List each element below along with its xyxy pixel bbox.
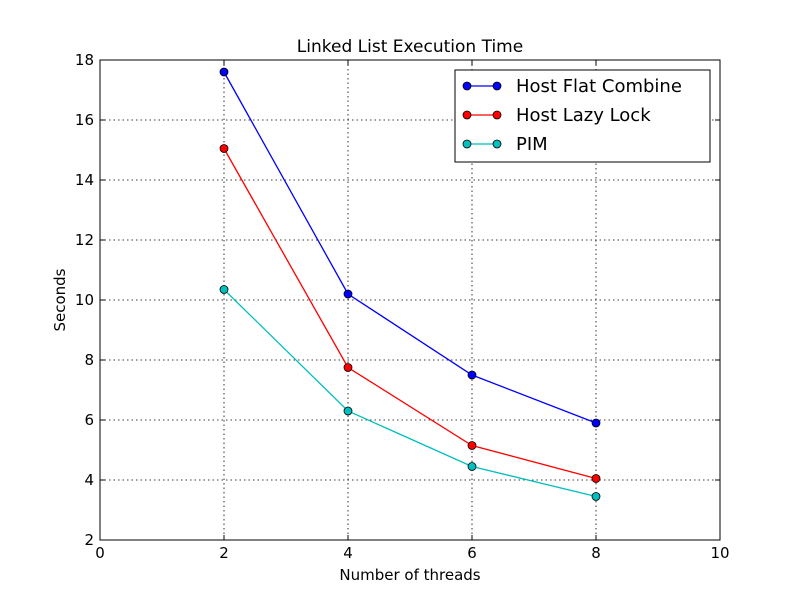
series-line	[223, 148, 597, 480]
data-point	[219, 144, 229, 153]
data-point	[467, 370, 477, 380]
x-tick-label: 0	[95, 544, 105, 562]
grid-lines	[100, 60, 720, 540]
data-point	[343, 289, 353, 299]
data-point	[591, 418, 601, 428]
series-layer	[219, 67, 601, 501]
legend-marker	[492, 81, 502, 91]
data-point	[591, 492, 601, 501]
legend-label: Host Flat Combine	[516, 76, 682, 97]
legend-marker	[492, 139, 502, 149]
x-tick-label: 10	[710, 544, 729, 562]
y-tick-label: 16	[75, 111, 94, 129]
chart-title: Linked List Execution Time	[297, 37, 523, 57]
data-point	[467, 441, 477, 450]
x-tick-label: 8	[591, 544, 601, 562]
y-tick-label: 12	[75, 231, 94, 249]
data-point	[343, 406, 353, 416]
x-tick-label: 2	[219, 544, 229, 562]
series-line	[223, 71, 597, 424]
legend-marker	[462, 81, 472, 91]
x-tick-label: 6	[467, 544, 477, 562]
x-tick-label: 4	[343, 544, 353, 562]
legend-marker	[462, 139, 472, 149]
data-point	[467, 462, 477, 471]
series-line	[223, 289, 597, 498]
legend-marker	[492, 110, 502, 120]
x-axis-label: Number of threads	[339, 566, 480, 584]
y-tick-label: 6	[84, 411, 94, 429]
y-tick-label: 18	[75, 51, 94, 69]
y-tick-label: 10	[75, 291, 94, 309]
data-point	[591, 474, 601, 483]
legend-label: PIM	[516, 134, 548, 155]
y-axis-label: Seconds	[51, 268, 69, 331]
y-tick-label: 14	[75, 171, 94, 189]
data-point	[343, 363, 353, 372]
y-tick-label: 2	[84, 531, 94, 549]
data-point	[219, 67, 229, 77]
data-point	[219, 285, 229, 294]
legend: Host Flat Combine Host Lazy Lock PIM	[454, 69, 711, 163]
y-tick-label: 8	[84, 351, 94, 369]
legend-marker	[462, 110, 472, 120]
y-tick-label: 4	[84, 471, 94, 489]
legend-label: Host Lazy Lock	[516, 105, 651, 126]
